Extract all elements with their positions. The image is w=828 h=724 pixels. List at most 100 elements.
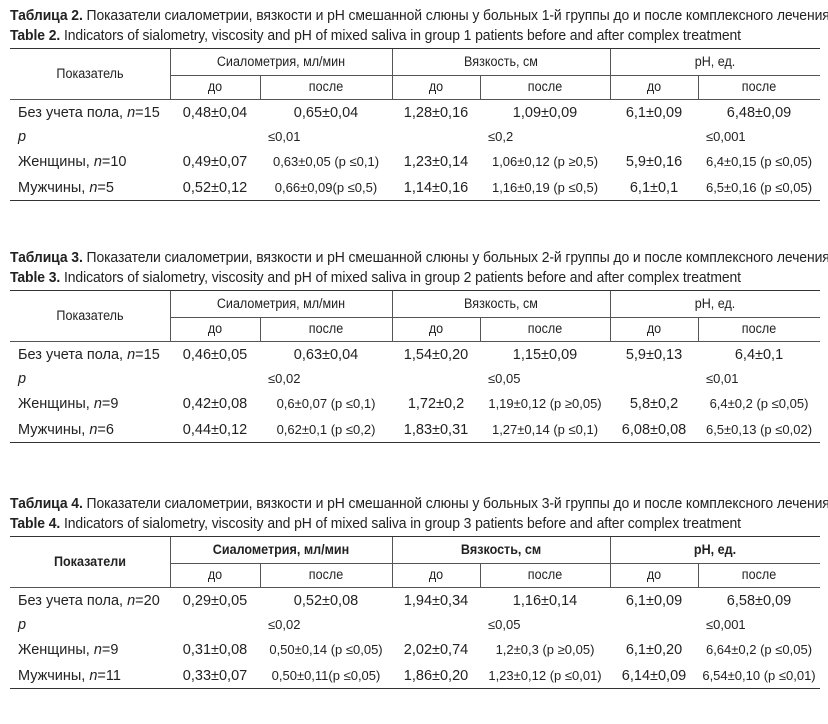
- value-cell-s-before: 0,52±0,12: [182, 180, 248, 196]
- value-cell-p-before: 6,08±0,08: [621, 422, 687, 438]
- header-before: до: [207, 79, 223, 94]
- p-value-row: p ≤0,02 ≤0,05 ≤0,01: [10, 366, 820, 390]
- row-label: Без учета пола, n=20: [18, 592, 160, 610]
- header-viscosity: Вязкость, см: [464, 54, 538, 69]
- value-cell-p-before: 6,14±0,09: [621, 668, 687, 684]
- header-after: после: [527, 567, 563, 582]
- row-label-text: Мужчины,: [18, 422, 90, 438]
- header-divider: [170, 49, 171, 99]
- row-label-n: n: [127, 592, 136, 609]
- row-label: Женщины, n=10: [18, 153, 127, 171]
- row-label-n: n: [93, 642, 102, 658]
- value-cell-s-after: 0,52±0,08: [293, 592, 359, 609]
- value-cell-p-after: 6,48±0,09: [726, 104, 792, 121]
- table-caption-en: Table 4. Indicators of sialometry, visco…: [10, 514, 741, 534]
- p-label: p: [18, 617, 27, 633]
- value-cell-s-after: 0,63±0,04: [293, 346, 359, 363]
- row-label-n: n: [89, 180, 98, 196]
- header-before: до: [207, 321, 223, 336]
- header-divider: [392, 49, 393, 99]
- value-cell-p-before: 5,9±0,13: [625, 346, 683, 363]
- p-value: ≤0,01: [706, 371, 739, 386]
- row-label-count: =5: [97, 180, 114, 196]
- header-after: после: [527, 79, 563, 94]
- value-cell-s-before: 0,42±0,08: [182, 396, 248, 412]
- row-label-n: n: [93, 396, 102, 412]
- p-value: ≤0,2: [488, 129, 514, 144]
- table-row: Мужчины, n=6 0,44±0,12 0,62±0,1 (p ≤0,2) 1,…: [10, 416, 820, 442]
- caption-label-ru: Таблица 2.: [10, 7, 83, 24]
- header-bottom-line: [10, 587, 820, 588]
- row-label-count: =15: [135, 104, 160, 121]
- value-cell-s-after: 0,63±0,05 (p ≤0,1): [272, 154, 380, 169]
- row-label-n: n: [89, 668, 98, 684]
- caption-label-en: Table 3.: [10, 269, 61, 286]
- value-cell-s-after: 0,50±0,14 (p ≤0,05): [269, 642, 383, 657]
- table-row: Без учета пола, n=15 0,48±0,04 0,65±0,04 1,…: [10, 99, 820, 124]
- header-divider: [392, 291, 393, 341]
- header-viscosity: Вязкость, см: [464, 296, 538, 311]
- header-indicator: Показатели: [53, 554, 126, 569]
- value-cell-v-before: 1,28±0,16: [403, 104, 469, 121]
- table-row: Женщины, n=9 0,42±0,08 0,6±0,07 (p ≤0,1) 1,…: [10, 390, 820, 416]
- value-cell-v-before: 1,23±0,14: [403, 154, 469, 170]
- value-cell-v-after: 1,19±0,12 (p ≥0,05): [488, 396, 602, 411]
- row-label-text: Без учета пола,: [18, 104, 128, 121]
- caption-text-ru: Показатели сиалометрии, вязкости и pH см…: [86, 495, 828, 512]
- header-before: до: [646, 567, 662, 582]
- value-cell-v-after: 1,15±0,09: [512, 346, 578, 363]
- p-label: p: [18, 129, 27, 145]
- p-value: ≤0,05: [488, 617, 521, 632]
- caption-label-ru: Таблица 3.: [10, 249, 83, 266]
- table-row: Женщины, n=10 0,49±0,07 0,63±0,05 (p ≤0,1)…: [10, 148, 820, 174]
- data-table: Показатель Сиалометрия, мл/мин Вязкость, с…: [10, 48, 820, 201]
- header-divider: [170, 291, 171, 341]
- value-cell-v-after: 1,2±0,3 (p ≥0,05): [495, 642, 595, 657]
- p-value-row: p ≤0,01 ≤0,2 ≤0,001: [10, 124, 820, 148]
- value-cell-s-before: 0,29±0,05: [182, 592, 248, 609]
- table-caption-ru: Таблица 4. Показатели сиалометрии, вязко…: [10, 494, 828, 514]
- value-cell-v-after: 1,06±0,12 (p ≥0,5): [491, 154, 599, 169]
- value-cell-p-after: 6,58±0,09: [726, 592, 792, 609]
- row-label-n: n: [89, 422, 98, 438]
- value-cell-s-after: 0,62±0,1 (p ≤0,2): [276, 422, 376, 437]
- value-cell-s-before: 0,49±0,07: [182, 154, 248, 170]
- header-divider: [260, 563, 261, 587]
- value-cell-p-after: 6,4±0,1: [734, 346, 784, 363]
- header-divider: [480, 563, 481, 587]
- value-cell-s-before: 0,44±0,12: [182, 422, 248, 438]
- header-before: до: [207, 567, 223, 582]
- value-cell-v-before: 1,94±0,34: [403, 592, 469, 609]
- p-value: ≤0,05: [488, 371, 521, 386]
- header-divider: [480, 317, 481, 341]
- value-cell-p-after: 6,54±0,10 (p ≤0,01): [702, 668, 816, 683]
- header-ph: pH, ед.: [694, 296, 736, 311]
- caption-label-ru: Таблица 4.: [10, 495, 83, 512]
- table-block-2: Таблица 2. Показатели сиалометрии, вязко…: [10, 6, 828, 236]
- header-before: до: [646, 79, 662, 94]
- row-label-n: n: [127, 346, 136, 363]
- row-label-count: =11: [97, 668, 121, 684]
- header-ph: pH, ед.: [693, 542, 737, 557]
- table-caption-en: Table 2. Indicators of sialometry, visco…: [10, 26, 741, 46]
- header-divider: [698, 317, 699, 341]
- value-cell-p-after: 6,4±0,15 (p ≤0,05): [705, 154, 813, 169]
- value-cell-v-before: 1,83±0,31: [403, 422, 469, 438]
- p-value-row: p ≤0,02 ≤0,05 ≤0,001: [10, 612, 820, 636]
- value-cell-p-before: 6,1±0,1: [629, 180, 679, 196]
- header-divider: [480, 75, 481, 99]
- caption-text-en: Indicators of sialometry, viscosity and …: [63, 27, 741, 44]
- row-label-n: n: [127, 104, 136, 121]
- caption-label-en: Table 4.: [10, 515, 61, 532]
- table-caption-ru: Таблица 2. Показатели сиалометрии, вязко…: [10, 6, 828, 26]
- p-value: ≤0,001: [706, 129, 746, 144]
- header-after: после: [308, 321, 344, 336]
- header-before: до: [428, 321, 444, 336]
- value-cell-v-after: 1,23±0,12 (p ≤0,01): [488, 668, 602, 683]
- value-cell-p-before: 6,1±0,20: [625, 642, 683, 658]
- header-divider: [392, 537, 393, 587]
- row-label-count: =9: [101, 396, 119, 412]
- row-label: Без учета пола, n=15: [18, 346, 160, 364]
- value-cell-s-after: 0,66±0,09(p ≤0,5): [274, 180, 378, 195]
- row-label-text: Без учета пола,: [18, 592, 128, 609]
